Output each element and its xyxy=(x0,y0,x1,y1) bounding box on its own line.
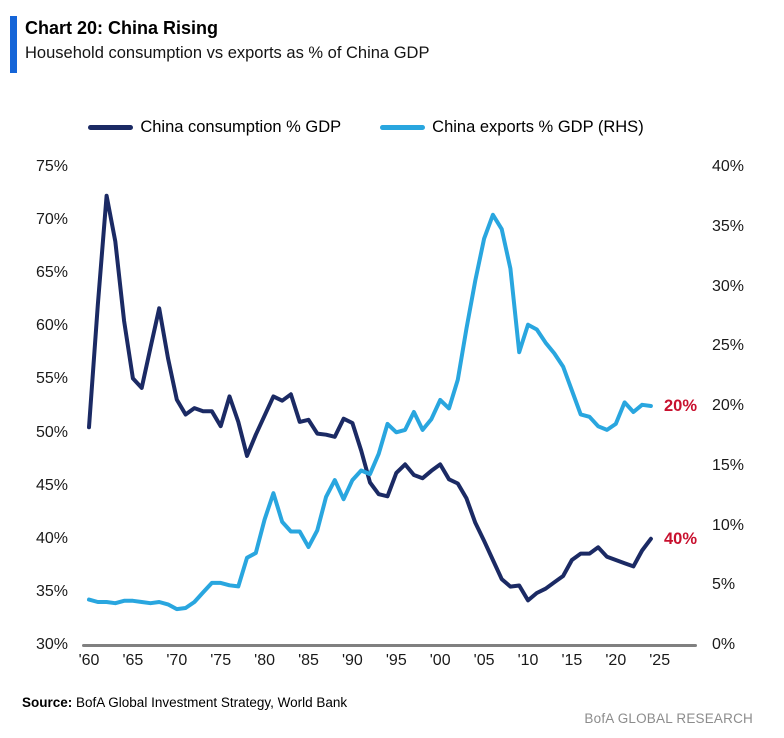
source-label: Source: xyxy=(22,695,73,710)
legend-item-exports: China exports % GDP (RHS) xyxy=(380,118,644,137)
y-axis-left-tick-label: 50% xyxy=(35,423,68,441)
legend-label-consumption: China consumption % GDP xyxy=(140,118,342,136)
page-title: Chart 20: China Rising xyxy=(25,18,219,38)
x-axis-tick-label: '00 xyxy=(429,652,451,669)
y-axis-right-tick-label: 5% xyxy=(712,576,736,594)
x-axis-tick-label: '85 xyxy=(298,652,319,669)
chart-plot-area: 75% 70% 65% 60% 55% 50% 45% 40% 35% 30% 40% 35% 30% 2… xyxy=(0,150,784,680)
x-axis-tick-label: '80 xyxy=(254,652,276,669)
y-axis-right-tick-label: 15% xyxy=(712,456,745,474)
exports-line xyxy=(87,212,653,612)
title-accent-bar xyxy=(10,16,17,73)
brand-text: BofA GLOBAL RESEARCH xyxy=(584,711,753,726)
x-axis-tick-label: '20 xyxy=(605,652,627,669)
consumption-line-swatch xyxy=(88,125,134,130)
y-axis-right-tick-label: 25% xyxy=(712,337,745,355)
y-axis-left-tick-label: 60% xyxy=(35,317,68,335)
y-axis-right-tick-label: 20% xyxy=(712,397,745,414)
x-axis-tick-label: '15 xyxy=(561,652,583,669)
x-axis-line xyxy=(82,644,697,647)
x-axis-tick-label: '60 xyxy=(78,652,100,669)
exports-line-swatch xyxy=(380,125,426,130)
x-axis-tick-label: '90 xyxy=(341,652,363,669)
source-text: BofA Global Investment Strategy, World B… xyxy=(72,695,348,710)
y-axis-right-tick-label: 35% xyxy=(712,217,745,235)
chart-legend: China consumption % GDP China exports % … xyxy=(0,118,758,137)
y-axis-right-tick-label: 10% xyxy=(712,516,745,534)
consumption-line xyxy=(87,193,653,603)
x-axis-tick-label: '70 xyxy=(166,652,188,669)
y-axis-right-tick-label: 0% xyxy=(712,636,736,653)
x-axis-tick-label: '65 xyxy=(122,652,144,669)
y-axis-left-tick-label: 40% xyxy=(35,529,68,547)
y-axis-right-tick-label: 40% xyxy=(712,158,745,175)
x-axis-tick-label: '10 xyxy=(517,652,539,669)
y-axis-left-tick-label: 45% xyxy=(35,476,68,494)
x-axis-tick-label: '25 xyxy=(649,652,671,669)
y-axis-left-tick-label: 65% xyxy=(35,264,68,282)
series-end-value-label: 20% xyxy=(664,397,698,415)
x-axis-tick-label: '95 xyxy=(385,652,407,669)
y-axis-left-tick-label: 30% xyxy=(35,636,68,653)
y-axis-left-tick-label: 35% xyxy=(35,582,68,600)
y-axis-right-tick-label: 30% xyxy=(712,277,745,295)
line-chart-canvas xyxy=(87,193,653,612)
source-note: Source: BofA Global Investment Strategy,… xyxy=(22,695,347,710)
legend-item-consumption: China consumption % GDP xyxy=(88,118,341,137)
y-axis-left-tick-label: 75% xyxy=(35,158,68,175)
x-axis-tick-label: '05 xyxy=(473,652,495,669)
page-subtitle: Household consumption vs exports as % of… xyxy=(25,44,430,62)
y-axis-left-tick-label: 70% xyxy=(35,211,68,229)
y-axis-left-tick-label: 55% xyxy=(35,370,68,388)
legend-label-exports: China exports % GDP (RHS) xyxy=(432,118,644,136)
x-axis-tick-label: '75 xyxy=(210,652,232,669)
series-end-value-label: 40% xyxy=(664,529,698,548)
